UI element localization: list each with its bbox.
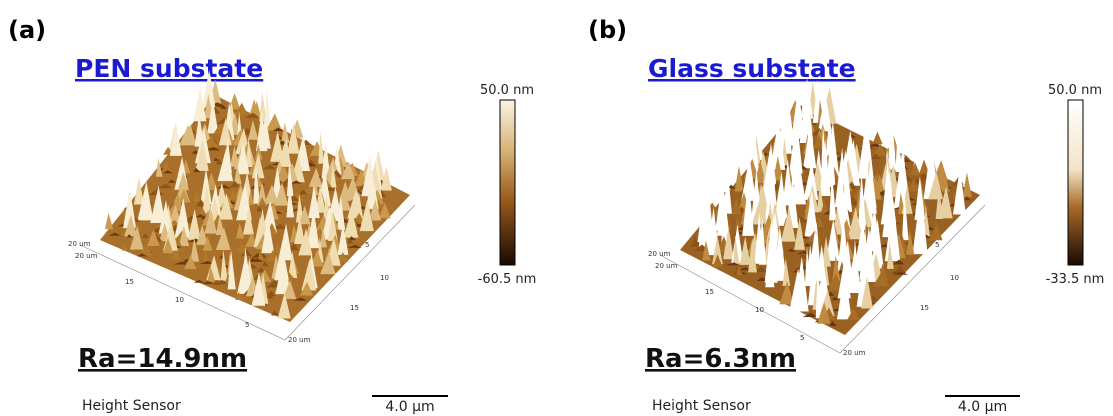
- figure: (a) PEN substate 20 um 20 um 15 10 5 5 10 15 20 um…: [0, 0, 1113, 416]
- panel-title: Glass substate: [648, 54, 856, 83]
- colorbar-max: 50.0 nm: [1048, 83, 1102, 98]
- colorbar-max: 50.0 nm: [480, 83, 534, 98]
- colorbar: [1068, 100, 1083, 265]
- colorbar-min: -33.5 nm: [1046, 272, 1105, 287]
- afm-panel: (a) PEN substate 20 um 20 um 15 10 5 5 10 15 20 um…: [8, 16, 536, 415]
- axis-label: 20 um: [288, 336, 311, 344]
- scale-bar-label: 4.0 μm: [385, 399, 434, 415]
- surface-peak: [872, 132, 882, 144]
- axis-label: 5: [245, 321, 249, 329]
- axis-label: 20 um: [843, 349, 866, 357]
- axis-label: 20 um: [68, 240, 91, 248]
- axis-label: 20 um: [75, 252, 98, 260]
- axis-label: 5: [800, 334, 804, 342]
- axis-label: 15: [705, 288, 714, 296]
- axis-label: 10: [380, 274, 389, 282]
- colorbar: [500, 100, 515, 265]
- axis-label: 20 um: [648, 250, 671, 258]
- panel-title: PEN substate: [75, 54, 263, 83]
- scale-bar-label: 4.0 μm: [958, 399, 1007, 415]
- panel-label: (a): [8, 16, 46, 44]
- axis-label: 10: [755, 306, 764, 314]
- surface-peak: [105, 213, 113, 229]
- axis-label: 5: [935, 241, 939, 249]
- afm-panel: (b) Glass substate 20 um 20 um 15 10 5 5 10 15 20 …: [588, 16, 1104, 415]
- roughness: Ra=6.3nm: [645, 344, 796, 374]
- axis-label: 10: [175, 296, 184, 304]
- panel-label: (b): [588, 16, 627, 44]
- axis-label: 15: [920, 304, 929, 312]
- axis-label: 15: [350, 304, 359, 312]
- axis-label: 5: [365, 241, 369, 249]
- axis-label: 20 um: [655, 262, 678, 270]
- channel-name: Height Sensor: [652, 398, 751, 414]
- colorbar-min: -60.5 nm: [478, 272, 537, 287]
- roughness: Ra=14.9nm: [78, 344, 247, 374]
- channel-name: Height Sensor: [82, 398, 181, 414]
- surface-peak: [963, 172, 972, 197]
- axis-label: 15: [125, 278, 134, 286]
- axis-label: 10: [950, 274, 959, 282]
